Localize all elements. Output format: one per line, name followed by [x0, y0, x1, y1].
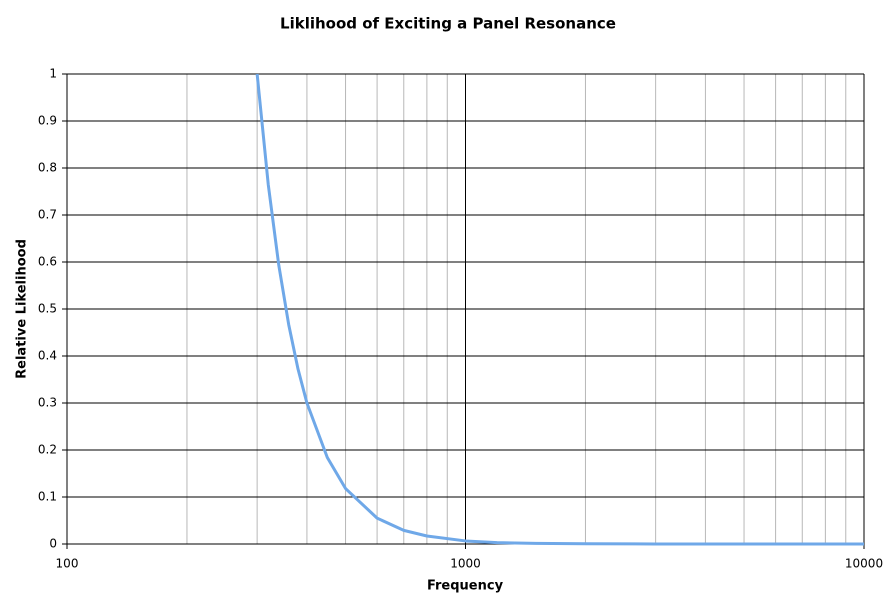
- data-line: [255, 73, 864, 546]
- y-tick-label: 0.8: [38, 161, 57, 175]
- y-tick-label: 0.6: [38, 255, 57, 269]
- x-tick-label: 100: [56, 557, 79, 571]
- x-axis-label: Frequency: [427, 579, 504, 594]
- x-tick-label: 10000: [845, 557, 883, 571]
- x-tick-label: 1000: [450, 557, 481, 571]
- y-tick-label: 0.3: [38, 396, 57, 410]
- y-tick-label: 0.7: [38, 208, 57, 222]
- y-tick-label: 0.1: [38, 490, 57, 504]
- y-tick-label: 0.5: [38, 302, 57, 316]
- y-tick-label: 0: [49, 537, 57, 551]
- y-tick-label: 0.9: [38, 114, 57, 128]
- chart-title: Liklihood of Exciting a Panel Resonance: [280, 15, 616, 33]
- y-axis-label: Relative Likelihood: [15, 239, 30, 379]
- y-tick-label: 1: [49, 67, 57, 81]
- y-tick-label: 0.4: [38, 349, 57, 363]
- y-tick-label: 0.2: [38, 443, 57, 457]
